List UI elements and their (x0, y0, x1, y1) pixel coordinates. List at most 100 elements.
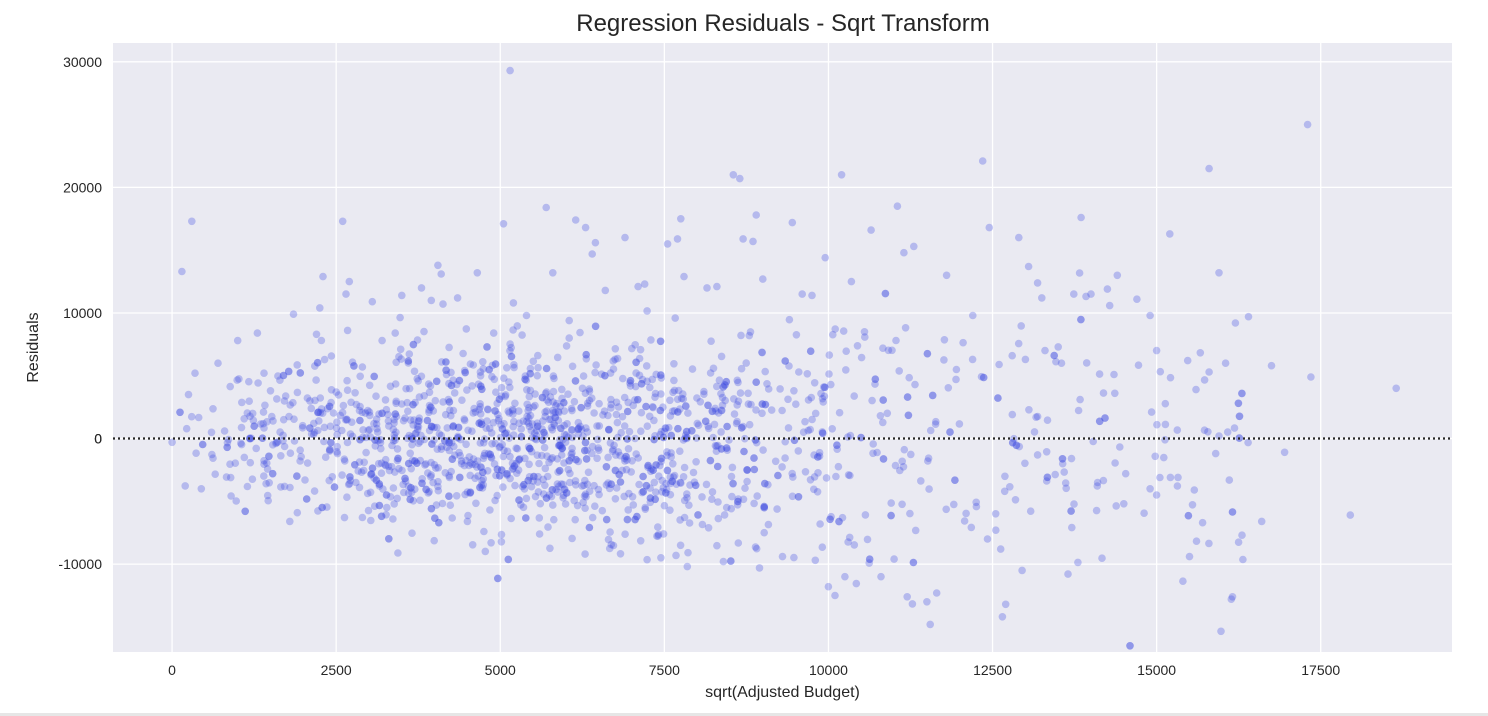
x-tick-label: 10000 (809, 662, 848, 678)
data-point (425, 487, 434, 496)
data-point (211, 470, 219, 479)
data-point (370, 372, 379, 381)
data-point (507, 352, 516, 361)
data-point (1215, 432, 1223, 440)
data-point (334, 391, 343, 399)
data-point (615, 470, 623, 479)
data-point (521, 375, 529, 384)
data-point (571, 515, 579, 524)
data-point (483, 343, 491, 351)
data-point (739, 495, 748, 504)
data-point (893, 202, 902, 210)
data-point (529, 403, 538, 411)
data-point (413, 425, 422, 434)
data-point (745, 331, 754, 340)
data-point (181, 482, 189, 490)
data-point (405, 350, 414, 358)
x-tick-label: 17500 (1301, 662, 1340, 678)
data-point (496, 442, 504, 451)
y-tick-label: 0 (94, 431, 102, 447)
data-point (816, 520, 824, 528)
data-point (468, 541, 477, 549)
data-point (536, 499, 545, 508)
data-point (268, 469, 277, 478)
data-point (1095, 417, 1104, 426)
data-point (662, 489, 670, 497)
data-point (674, 424, 682, 433)
data-point (1099, 476, 1108, 485)
data-point (670, 376, 678, 385)
data-point (317, 405, 326, 413)
data-point (314, 408, 322, 417)
data-point (730, 395, 738, 403)
data-point (743, 466, 751, 474)
data-point (504, 555, 513, 564)
data-point (302, 495, 311, 503)
data-point (431, 514, 439, 522)
data-point (650, 478, 659, 487)
data-point (727, 472, 736, 481)
data-point (817, 389, 825, 398)
data-point (1021, 355, 1030, 364)
data-point (1205, 368, 1213, 376)
data-point (408, 440, 416, 449)
data-point (312, 330, 321, 339)
data-point (613, 418, 622, 427)
data-point (1230, 424, 1239, 432)
data-point (744, 400, 753, 408)
data-point (568, 449, 576, 457)
data-point (616, 451, 624, 460)
data-point (458, 396, 466, 405)
data-point (717, 406, 726, 415)
data-point (366, 411, 374, 420)
data-point (356, 402, 364, 411)
data-point (804, 396, 813, 404)
data-point (441, 437, 449, 445)
data-point (481, 547, 490, 556)
data-point (571, 216, 580, 224)
data-point (477, 420, 486, 429)
data-point (314, 408, 323, 416)
data-point (539, 417, 547, 425)
chart-title: Regression Residuals - Sqrt Transform (576, 10, 990, 37)
data-point (293, 472, 301, 481)
data-point (654, 532, 662, 540)
data-point (409, 400, 417, 409)
data-point (345, 277, 354, 286)
data-point (967, 523, 976, 532)
data-point (701, 417, 710, 426)
data-point (593, 435, 602, 444)
data-point (595, 446, 603, 455)
data-point (509, 406, 517, 415)
data-point (476, 368, 485, 376)
data-point (555, 408, 563, 417)
data-point (445, 436, 454, 445)
data-point (562, 342, 571, 350)
data-point (483, 405, 492, 414)
data-point (333, 448, 341, 456)
data-point (280, 482, 289, 491)
data-point (477, 481, 486, 490)
data-point (237, 440, 246, 449)
data-point (524, 476, 532, 485)
data-point (621, 233, 629, 242)
data-point (838, 513, 847, 522)
data-point (1116, 443, 1124, 451)
data-point (663, 466, 672, 475)
data-point (667, 431, 675, 440)
data-point (683, 562, 692, 571)
data-point (338, 471, 346, 479)
data-point (910, 242, 918, 251)
data-point (445, 379, 453, 388)
data-point (760, 503, 768, 512)
data-point (293, 472, 301, 480)
data-point (597, 370, 606, 379)
data-point (714, 441, 722, 450)
data-point (1101, 414, 1109, 422)
data-point (269, 417, 277, 425)
data-point (274, 438, 282, 446)
data-point (538, 393, 547, 402)
data-point (243, 409, 252, 417)
data-point (430, 536, 439, 545)
data-point (659, 483, 668, 492)
